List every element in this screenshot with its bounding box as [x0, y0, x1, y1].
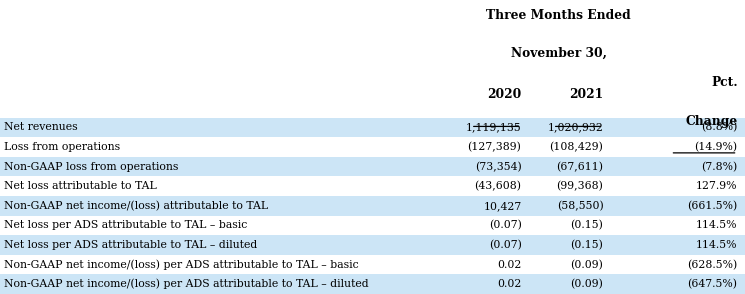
Text: Net loss per ADS attributable to TAL – diluted: Net loss per ADS attributable to TAL – d… — [4, 240, 257, 250]
Text: 114.5%: 114.5% — [696, 240, 738, 250]
Text: (8.8%): (8.8%) — [701, 122, 738, 133]
Bar — [0, 118, 745, 137]
Text: 0.02: 0.02 — [497, 279, 522, 289]
Text: (647.5%): (647.5%) — [688, 279, 738, 289]
Text: 127.9%: 127.9% — [696, 181, 738, 191]
Text: 1,119,135: 1,119,135 — [466, 122, 522, 132]
Text: November 30,: November 30, — [511, 47, 606, 60]
Text: Non-GAAP loss from operations: Non-GAAP loss from operations — [4, 162, 178, 172]
Text: Non-GAAP net income/(loss) per ADS attributable to TAL – basic: Non-GAAP net income/(loss) per ADS attri… — [4, 259, 358, 270]
Text: (73,354): (73,354) — [475, 161, 522, 172]
Bar — [0, 196, 745, 216]
Text: (127,389): (127,389) — [468, 142, 522, 152]
Text: (0.09): (0.09) — [571, 259, 603, 270]
Text: (7.8%): (7.8%) — [701, 161, 738, 172]
Text: Loss from operations: Loss from operations — [4, 142, 120, 152]
Text: (58,550): (58,550) — [557, 201, 603, 211]
Text: (628.5%): (628.5%) — [688, 259, 738, 270]
Text: Non-GAAP net income/(loss) per ADS attributable to TAL – diluted: Non-GAAP net income/(loss) per ADS attri… — [4, 279, 368, 290]
Text: Net loss per ADS attributable to TAL – basic: Net loss per ADS attributable to TAL – b… — [4, 220, 247, 230]
Bar — [0, 274, 745, 294]
Text: (99,368): (99,368) — [557, 181, 603, 191]
Text: Non-GAAP net income/(loss) attributable to TAL: Non-GAAP net income/(loss) attributable … — [4, 201, 268, 211]
Text: Pct.: Pct. — [711, 76, 738, 89]
Text: 2020: 2020 — [487, 88, 522, 101]
Text: (43,608): (43,608) — [475, 181, 522, 191]
Text: (0.07): (0.07) — [489, 220, 522, 230]
Text: 2021: 2021 — [569, 88, 603, 101]
Text: (0.07): (0.07) — [489, 240, 522, 250]
Text: 10,427: 10,427 — [484, 201, 522, 211]
Text: (0.15): (0.15) — [571, 240, 603, 250]
Text: (108,429): (108,429) — [550, 142, 603, 152]
Text: (0.15): (0.15) — [571, 220, 603, 230]
Text: Change: Change — [685, 115, 738, 128]
Text: Net revenues: Net revenues — [4, 122, 77, 132]
Bar — [0, 235, 745, 255]
Text: 114.5%: 114.5% — [696, 220, 738, 230]
Text: (0.09): (0.09) — [571, 279, 603, 289]
Text: (67,611): (67,611) — [557, 161, 603, 172]
Text: 1,020,932: 1,020,932 — [548, 122, 603, 132]
Text: (14.9%): (14.9%) — [694, 142, 738, 152]
Text: (661.5%): (661.5%) — [688, 201, 738, 211]
Text: Net loss attributable to TAL: Net loss attributable to TAL — [4, 181, 156, 191]
Bar — [0, 157, 745, 176]
Text: 0.02: 0.02 — [497, 260, 522, 270]
Text: Three Months Ended: Three Months Ended — [486, 9, 631, 22]
